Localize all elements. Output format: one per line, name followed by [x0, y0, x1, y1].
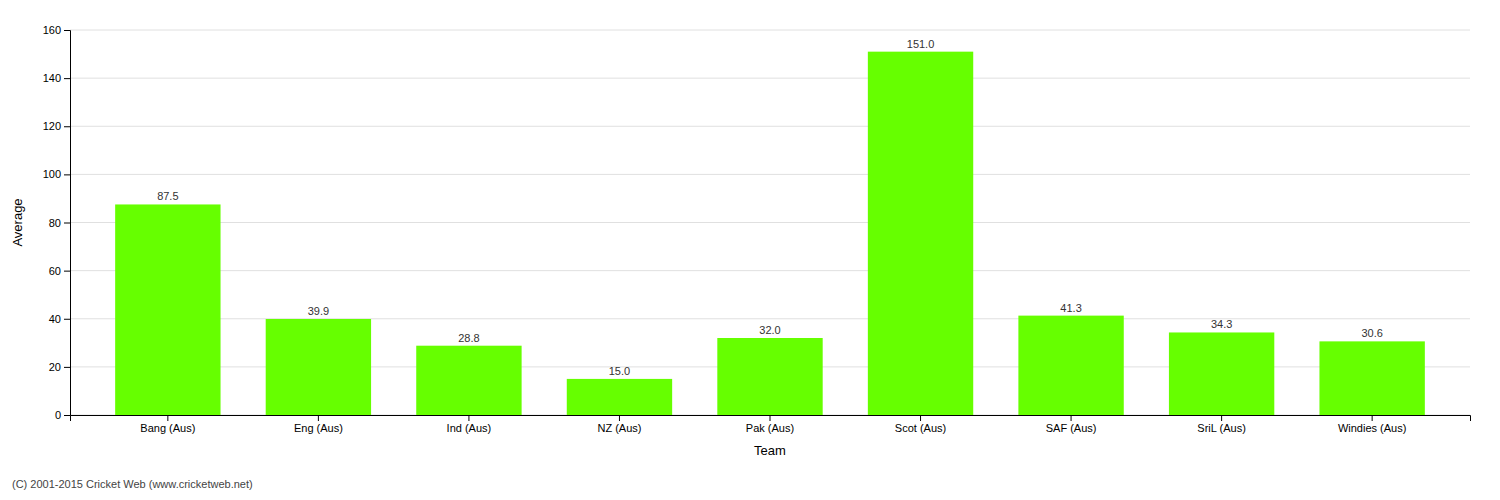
grid-line [70, 222, 1470, 223]
y-tick: 40 [49, 313, 70, 325]
y-axis-title: Average [10, 198, 25, 246]
y-tick: 0 [55, 409, 70, 421]
y-tick-mark [64, 271, 70, 272]
x-tick: Windies (Aus) [1338, 415, 1406, 434]
y-tick-label: 120 [43, 120, 61, 132]
y-axis: 0 20 40 60 80 100 120 140 160 [43, 24, 71, 421]
x-tick-label: Eng (Aus) [294, 422, 343, 434]
y-tick: 120 [43, 120, 70, 132]
x-tick-mark [920, 415, 921, 421]
y-tick-label: 80 [49, 217, 61, 229]
x-tick-mark [1071, 415, 1072, 421]
x-tick: SAF (Aus) [1046, 415, 1097, 434]
data-label: 34.3 [1211, 318, 1232, 330]
y-tick-label: 60 [49, 265, 61, 277]
plot-area: 0 20 40 60 80 100 120 140 160 Bang (Aus) Eng (Aus)… [43, 24, 1471, 434]
chart: 0 20 40 60 80 100 120 140 160 Bang (Aus) Eng (Aus)… [0, 0, 1500, 500]
y-tick: 100 [43, 168, 70, 180]
data-label: 30.6 [1361, 327, 1382, 339]
y-tick-label: 40 [49, 313, 61, 325]
y-tick: 140 [43, 72, 70, 84]
data-label: 15.0 [609, 365, 630, 377]
x-tick-mark [468, 415, 469, 421]
y-tick-mark [64, 319, 70, 320]
grid [70, 30, 1470, 415]
x-tick: NZ (Aus) [597, 415, 641, 434]
x-axis: Bang (Aus) Eng (Aus) Ind (Aus) NZ (Aus) Pak … [71, 415, 1471, 434]
x-tick-label: Windies (Aus) [1338, 422, 1406, 434]
x-tick-mark [619, 415, 620, 421]
x-tick: Ind (Aus) [447, 415, 492, 434]
data-label: 87.5 [157, 190, 178, 202]
y-tick-label: 100 [43, 168, 61, 180]
y-tick-label: 0 [55, 409, 61, 421]
x-tick-mark [318, 415, 319, 421]
y-tick-mark [64, 126, 70, 127]
x-tick: Bang (Aus) [140, 415, 195, 434]
x-tick-mark [167, 415, 168, 421]
y-tick-mark [64, 174, 70, 175]
x-tick-label: NZ (Aus) [597, 422, 641, 434]
x-tick-label: Pak (Aus) [746, 422, 794, 434]
bar [1319, 341, 1424, 415]
y-tick-mark [64, 415, 70, 416]
bar [868, 52, 973, 415]
data-label: 32.0 [759, 324, 780, 336]
y-tick-mark [64, 367, 70, 368]
bar [416, 346, 521, 415]
y-tick-mark [64, 30, 70, 31]
x-tick: Pak (Aus) [746, 415, 794, 434]
data-label: 39.9 [308, 305, 329, 317]
y-tick: 160 [43, 24, 70, 36]
grid-line [70, 30, 1470, 31]
grid-line [70, 126, 1470, 127]
x-tick-mark [770, 415, 771, 421]
grid-line [70, 270, 1470, 271]
y-tick: 80 [49, 217, 70, 229]
bar [266, 319, 371, 415]
y-tick-label: 20 [49, 361, 61, 373]
data-labels: 87.5 39.9 28.8 15.0 32.0 151.0 41.3 34.3 30.6 [157, 38, 1383, 377]
x-tick-mark [1221, 415, 1222, 421]
x-tick-label: Bang (Aus) [140, 422, 195, 434]
x-axis-line [71, 416, 1471, 422]
x-tick: Eng (Aus) [294, 415, 343, 434]
bar [115, 204, 220, 415]
y-tick-mark [64, 223, 70, 224]
y-tick: 20 [49, 361, 70, 373]
y-tick: 60 [49, 265, 70, 277]
x-tick-label: SAF (Aus) [1046, 422, 1097, 434]
data-label: 28.8 [458, 332, 479, 344]
y-axis-line [64, 31, 71, 416]
x-tick: SriL (Aus) [1197, 415, 1246, 434]
x-tick-label: SriL (Aus) [1197, 422, 1246, 434]
x-tick-label: Scot (Aus) [895, 422, 946, 434]
bars [115, 52, 1425, 415]
y-tick-mark [64, 78, 70, 79]
x-tick-label: Ind (Aus) [447, 422, 492, 434]
data-label: 151.0 [907, 38, 935, 50]
bar [567, 379, 672, 415]
bar [1018, 316, 1123, 415]
grid-line [70, 174, 1470, 175]
y-tick-label: 160 [43, 24, 61, 36]
x-axis-title: Team [754, 443, 786, 458]
bar [717, 338, 822, 415]
y-tick-label: 140 [43, 72, 61, 84]
x-tick: Scot (Aus) [895, 415, 946, 434]
bar [1169, 332, 1274, 415]
grid-line [70, 78, 1470, 79]
x-tick-mark [1372, 415, 1373, 421]
data-label: 41.3 [1060, 302, 1081, 314]
footer: (C) 2001-2015 Cricket Web (www.cricketwe… [12, 478, 253, 490]
